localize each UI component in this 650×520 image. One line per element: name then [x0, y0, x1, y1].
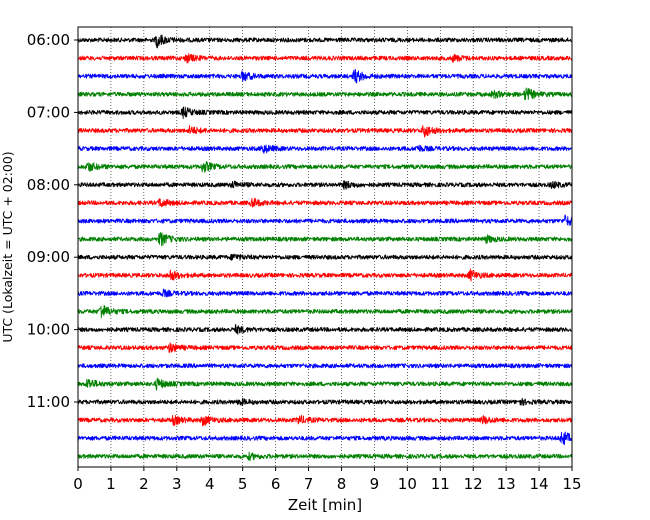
x-tick-label: 9 [370, 475, 380, 493]
x-tick-label: 4 [205, 475, 215, 493]
trace-1100 [77, 397, 573, 407]
trace-0800 [77, 180, 573, 190]
x-tick-label: 11 [431, 475, 450, 493]
x-tick-label: 6 [271, 475, 281, 493]
trace-1030 [77, 363, 573, 369]
y-tick-label: 06:00 [27, 31, 70, 49]
trace-1015 [77, 342, 573, 353]
x-tick-label: 8 [337, 475, 347, 493]
trace-0830 [77, 214, 573, 226]
trace-0630 [77, 69, 573, 84]
y-tick-label: 11:00 [27, 393, 70, 411]
trace-0645 [77, 87, 573, 101]
seismic-traces [77, 34, 573, 461]
x-tick-label: 5 [238, 475, 248, 493]
x-tick-label: 7 [304, 475, 314, 493]
trace-0915 [77, 268, 573, 282]
y-tick-label: 07:00 [27, 103, 70, 121]
x-tick-label: 2 [139, 475, 149, 493]
x-grid [110, 27, 540, 467]
x-tick-label: 13 [497, 475, 516, 493]
x-axis-label: Zeit [min] [288, 496, 362, 514]
trace-1145 [77, 451, 573, 461]
y-tick-label: 08:00 [27, 176, 70, 194]
trace-0600 [77, 34, 573, 49]
trace-0615 [77, 53, 573, 64]
trace-0900 [77, 253, 573, 261]
trace-0715 [77, 125, 573, 138]
trace-0815 [77, 197, 573, 208]
x-tick-label: 10 [398, 475, 417, 493]
x-axis-ticks: 0 1 2 3 4 5 6 7 8 9 10 11 12 13 14 15 [73, 467, 582, 493]
y-tick-label: 10:00 [27, 321, 70, 339]
trace-0730 [77, 144, 573, 154]
trace-0845 [77, 232, 573, 247]
x-tick-label: 12 [464, 475, 483, 493]
x-tick-label: 0 [73, 475, 83, 493]
trace-0945 [77, 304, 573, 319]
trace-0700 [77, 106, 573, 119]
trace-1045 [77, 377, 573, 391]
plot-frame [77, 26, 573, 468]
x-tick-label: 15 [562, 475, 581, 493]
x-tick-label: 3 [172, 475, 182, 493]
trace-1115 [77, 414, 573, 427]
trace-0745 [77, 160, 573, 173]
trace-1000 [77, 323, 573, 335]
trace-1130 [77, 431, 573, 446]
x-tick-label: 1 [106, 475, 116, 493]
trace-0930 [77, 288, 573, 298]
y-axis-label: UTC (Lokalzeit = UTC + 02:00) [0, 151, 15, 342]
x-tick-label: 14 [530, 475, 549, 493]
y-axis-ticks: 06:00 07:00 08:00 09:00 10:00 11:00 [27, 31, 78, 411]
y-tick-label: 09:00 [27, 248, 70, 266]
